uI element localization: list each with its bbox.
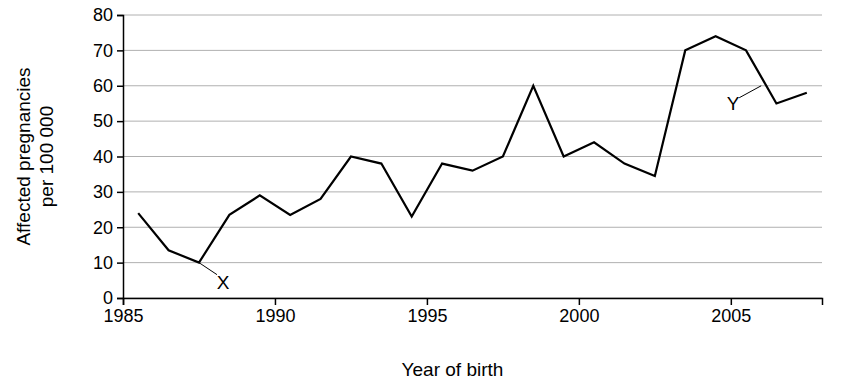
- tick: 30: [93, 182, 123, 202]
- tick: 2000: [559, 298, 599, 326]
- tick-mark: [117, 86, 123, 88]
- tick-mark: [427, 298, 429, 305]
- tick-label: 80: [93, 5, 113, 25]
- tick: 2005: [711, 298, 751, 326]
- tick-label: 60: [93, 76, 113, 96]
- tick-label: 2000: [559, 306, 599, 326]
- series: [138, 36, 807, 262]
- tick: 1990: [255, 298, 295, 326]
- tick-label: 30: [93, 182, 113, 202]
- chart: 0102030405060708019851990199520002005XYY…: [0, 0, 854, 384]
- grid-line: [123, 156, 822, 157]
- annotation: Y: [727, 93, 740, 114]
- tick-label: 1985: [103, 306, 143, 326]
- grid-line: [123, 227, 822, 228]
- y-axis-title: Affected pregnancies: [13, 67, 34, 245]
- tick: 10: [93, 253, 123, 273]
- grid-line: [123, 15, 822, 16]
- tick-mark: [275, 298, 277, 305]
- tick-mark: [117, 227, 123, 229]
- tick: 1985: [103, 298, 143, 326]
- grid-line: [123, 121, 822, 122]
- tick-mark: [123, 298, 125, 305]
- tick-mark: [731, 298, 733, 305]
- x-axis-title: Year of birth: [402, 359, 504, 380]
- tick: 60: [93, 76, 123, 96]
- tick: 70: [93, 41, 123, 61]
- tick: 1995: [407, 298, 447, 326]
- tick-mark: [117, 192, 123, 194]
- tick-mark: [117, 156, 123, 158]
- tick-mark: [579, 298, 581, 305]
- leader-line: [199, 263, 217, 275]
- tick-label: 40: [93, 147, 113, 167]
- grid-line: [123, 85, 822, 86]
- tick-label: 20: [93, 218, 113, 238]
- tick-mark: [117, 15, 123, 17]
- tick-label: 50: [93, 111, 113, 131]
- leader-line: [739, 86, 761, 98]
- tick: 50: [93, 111, 123, 131]
- tick-mark: [117, 121, 123, 123]
- tick: 40: [93, 147, 123, 167]
- tick-mark: [117, 50, 123, 52]
- tick-label: 2005: [711, 306, 751, 326]
- y-axis-title: per 100 000: [36, 106, 57, 207]
- tick-mark: [117, 298, 123, 300]
- annotations: XY: [199, 86, 761, 293]
- tick-label: 1995: [407, 306, 447, 326]
- tick: 20: [93, 218, 123, 238]
- annotation: X: [217, 272, 230, 293]
- tick-label: 70: [93, 41, 113, 61]
- x-axis: 1985 1990 1995 2000 2005: [103, 298, 822, 326]
- grid-line: [123, 262, 822, 263]
- grid-line: [123, 50, 822, 51]
- line: [138, 36, 807, 262]
- tick: 80: [93, 5, 123, 25]
- grid-line: [123, 191, 822, 192]
- axis-line: [124, 299, 823, 306]
- axis-line: [117, 16, 124, 299]
- plot: 0102030405060708019851990199520002005XY: [93, 5, 823, 326]
- tick-label: 10: [93, 253, 113, 273]
- y-axis: 01020304050607080: [93, 5, 124, 308]
- tick-mark: [117, 262, 123, 264]
- grid: [123, 15, 822, 298]
- tick-label: 1990: [255, 306, 295, 326]
